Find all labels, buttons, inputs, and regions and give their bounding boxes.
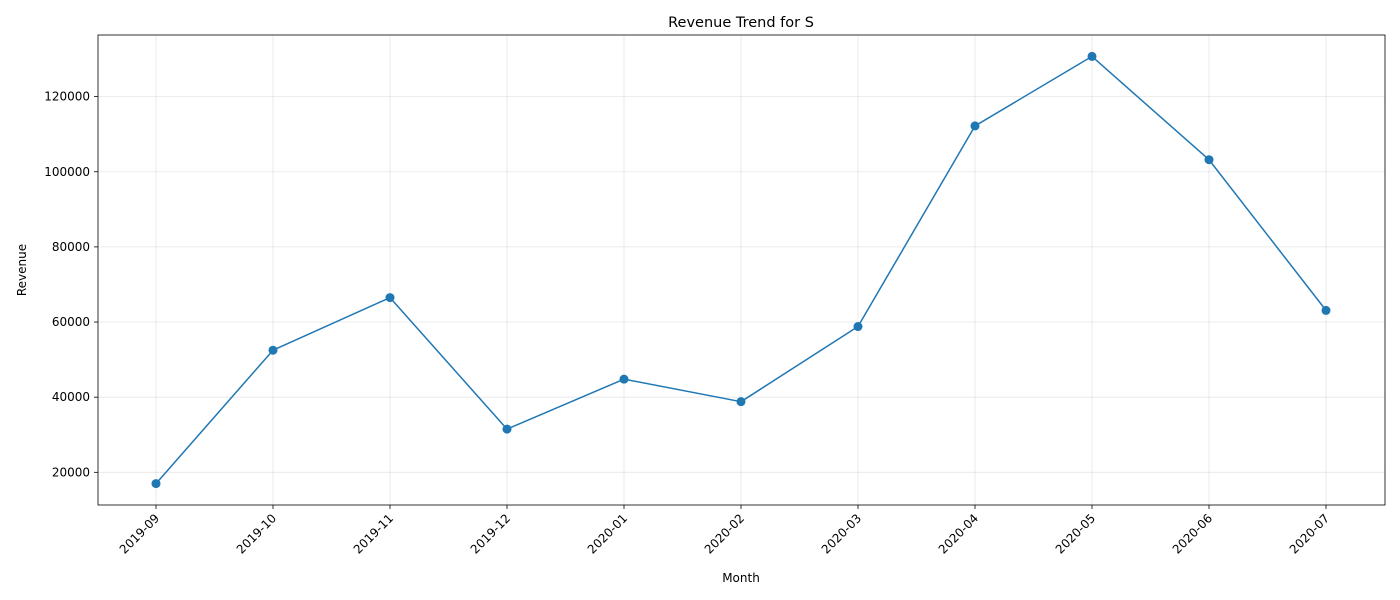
y-tick-label: 80000 (52, 240, 90, 254)
x-tick-label: 2020-03 (819, 511, 864, 556)
data-point (151, 479, 161, 489)
x-axis-ticks: 2019-09 2019-10 2019-11 2019-12 2020-01 2020-… (117, 505, 1332, 557)
y-tick-label: 100000 (44, 165, 90, 179)
data-point (1087, 51, 1097, 61)
x-tick-label: 2019-12 (468, 511, 513, 556)
data-point (736, 397, 746, 407)
y-tick-label: 20000 (52, 465, 90, 479)
data-point (1204, 155, 1214, 165)
data-point (619, 374, 629, 384)
plot-frame (97, 34, 1386, 506)
data-point (853, 322, 863, 332)
data-point (268, 345, 278, 355)
data-point (385, 293, 395, 303)
data-point (970, 121, 980, 131)
x-tick-label: 2020-07 (1287, 511, 1332, 556)
y-axis-label: Revenue (15, 244, 29, 296)
data-point (502, 424, 512, 434)
x-tick-label: 2019-11 (351, 511, 396, 556)
y-axis-ticks: 20000 40000 60000 80000 100000 120000 (44, 90, 98, 479)
x-tick-label: 2019-10 (234, 511, 279, 556)
chart-title: Revenue Trend for S (668, 15, 814, 31)
series-layer (151, 51, 1331, 489)
grid (98, 35, 1385, 505)
data-point (1321, 305, 1331, 315)
y-tick-label: 120000 (44, 90, 90, 104)
x-tick-label: 2020-01 (585, 511, 630, 556)
x-tick-label: 2020-02 (702, 511, 747, 556)
x-tick-label: 2020-04 (936, 511, 981, 556)
y-tick-label: 60000 (52, 315, 90, 329)
x-tick-label: 2020-06 (1170, 511, 1215, 556)
x-axis-label: Month (722, 571, 760, 585)
x-tick-label: 2019-09 (117, 511, 162, 556)
x-tick-label: 2020-05 (1053, 511, 1098, 556)
y-tick-label: 40000 (52, 390, 90, 404)
